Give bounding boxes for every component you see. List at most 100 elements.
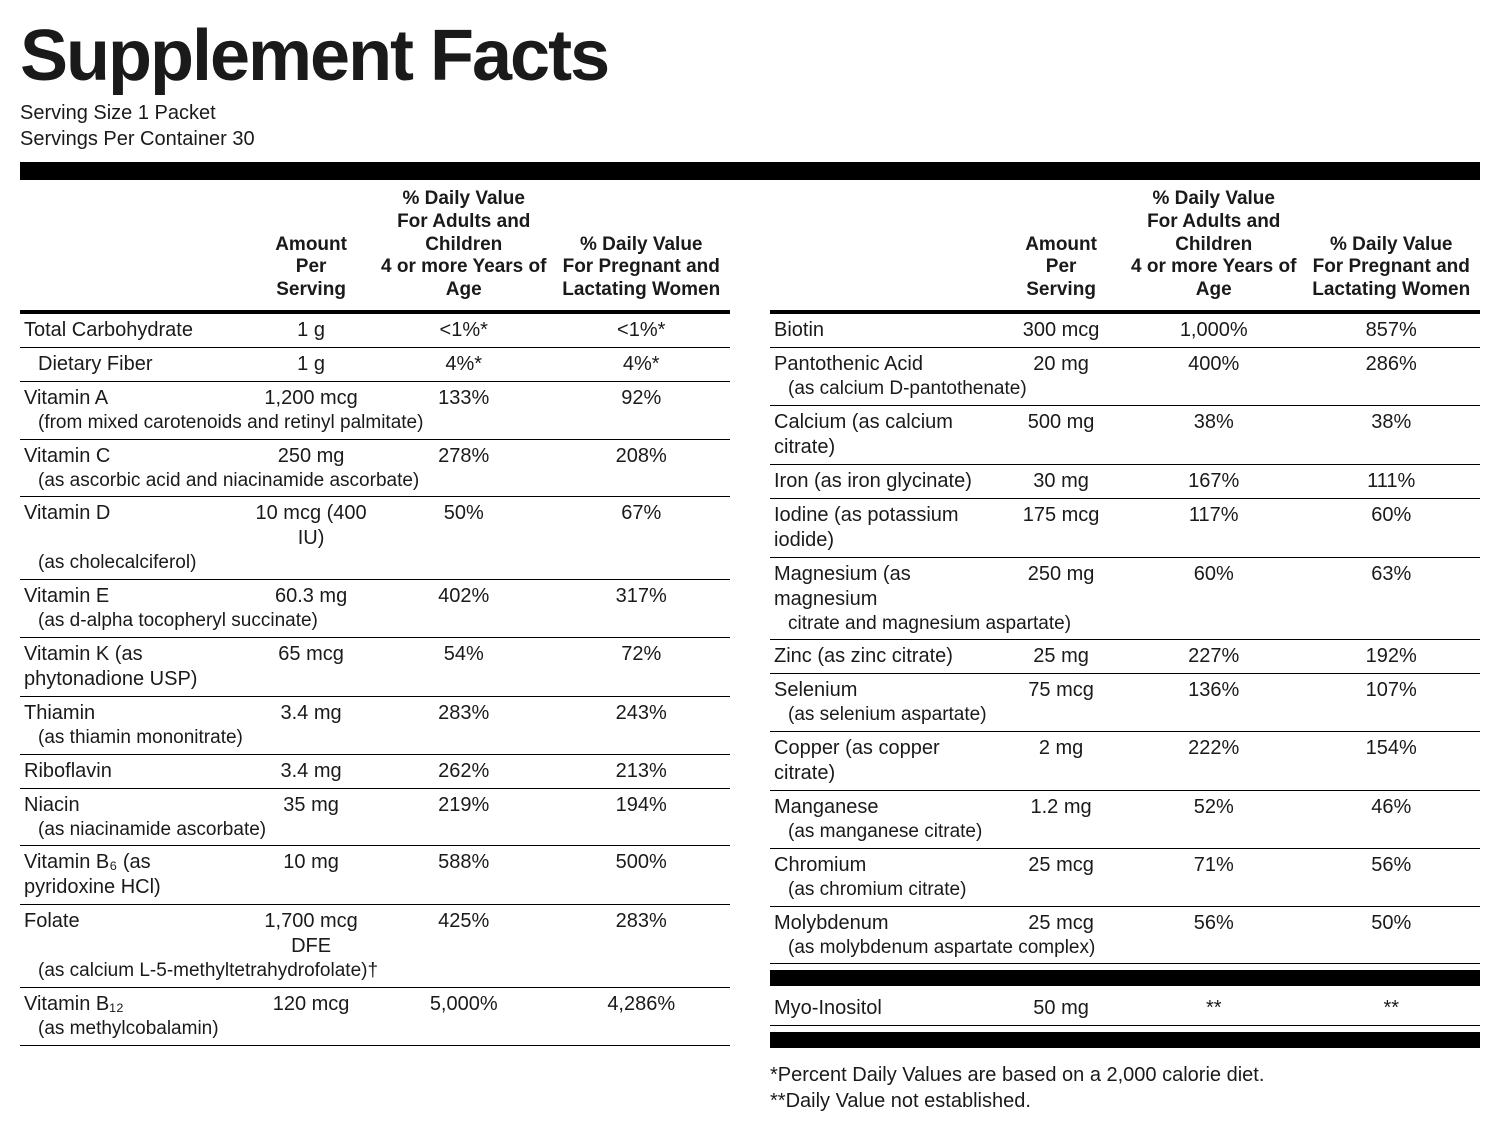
nutrient-amount: 250 mg <box>997 557 1125 612</box>
nutrient-name: Folate <box>20 905 247 960</box>
nutrient-dv-adults: 60% <box>1125 557 1303 612</box>
table-row: Iron (as iron glycinate)30 mg167%111% <box>770 464 1480 498</box>
nutrient-source: (as manganese citrate) <box>770 820 1480 848</box>
nutrient-source: (as molybdenum aspartate complex) <box>770 936 1480 964</box>
table-row: (as niacinamide ascorbate) <box>20 818 730 846</box>
nutrient-dv-adults: <1%* <box>375 312 553 348</box>
nutrient-dv-pregnant: 46% <box>1302 791 1480 821</box>
nutrient-amount: 3.4 mg <box>247 696 375 726</box>
table-row: Selenium75 mcg136%107% <box>770 674 1480 704</box>
nutrient-name: Vitamin B₁₂ <box>20 988 247 1018</box>
nutrient-name: Manganese <box>770 791 997 821</box>
facts-body-extra: Myo-Inositol50 mg**** <box>770 992 1480 1026</box>
header-blank <box>20 180 247 312</box>
nutrient-dv-pregnant: 243% <box>552 696 730 726</box>
table-row: (as d-alpha tocopheryl succinate) <box>20 609 730 637</box>
nutrient-name: Vitamin K (as phytonadione USP) <box>20 637 247 696</box>
nutrient-dv-pregnant: 194% <box>552 788 730 818</box>
table-row: Total Carbohydrate1 g<1%*<1%* <box>20 312 730 348</box>
header-dv-pregnant: % Daily ValueFor Pregnant andLactating W… <box>1302 180 1480 312</box>
nutrient-source: (as niacinamide ascorbate) <box>20 818 730 846</box>
nutrient-amount: 1,700 mcg DFE <box>247 905 375 960</box>
nutrient-dv-pregnant: 317% <box>552 580 730 610</box>
nutrient-dv-pregnant: 56% <box>1302 848 1480 878</box>
nutrient-dv-pregnant: 60% <box>1302 498 1480 557</box>
top-divider <box>20 162 1480 180</box>
nutrient-amount: 3.4 mg <box>247 754 375 788</box>
nutrient-name: Riboflavin <box>20 754 247 788</box>
header-amount: AmountPerServing <box>997 180 1125 312</box>
nutrient-dv-pregnant: 92% <box>552 381 730 411</box>
table-row: Biotin300 mcg1,000%857% <box>770 312 1480 348</box>
nutrient-amount: 175 mcg <box>997 498 1125 557</box>
nutrient-source: (as d-alpha tocopheryl succinate) <box>20 609 730 637</box>
nutrient-name: Magnesium (as magnesium <box>770 557 997 612</box>
facts-body-left: Total Carbohydrate1 g<1%*<1%*Dietary Fib… <box>20 312 730 1046</box>
serving-info: Serving Size 1 Packet Servings Per Conta… <box>20 100 1480 152</box>
nutrient-dv-pregnant: 857% <box>1302 312 1480 348</box>
nutrient-amount: 10 mcg (400 IU) <box>247 497 375 552</box>
nutrient-source: (as calcium L-5-methyltetrahydrofolate)† <box>20 959 730 987</box>
table-row: Vitamin C250 mg278%208% <box>20 439 730 469</box>
nutrient-name: Selenium <box>770 674 997 704</box>
table-row: Zinc (as zinc citrate)25 mg227%192% <box>770 640 1480 674</box>
nutrient-amount: 1,200 mcg <box>247 381 375 411</box>
nutrient-amount: 500 mg <box>997 405 1125 464</box>
nutrient-name: Iodine (as potassium iodide) <box>770 498 997 557</box>
nutrient-name: Myo-Inositol <box>770 992 997 1026</box>
nutrient-dv-pregnant: 208% <box>552 439 730 469</box>
table-row: Pantothenic Acid20 mg400%286% <box>770 347 1480 377</box>
table-row: Myo-Inositol50 mg**** <box>770 992 1480 1026</box>
table-row: (as molybdenum aspartate complex) <box>770 936 1480 964</box>
nutrient-dv-pregnant: 213% <box>552 754 730 788</box>
nutrient-name: Iron (as iron glycinate) <box>770 464 997 498</box>
serving-size: Serving Size 1 Packet <box>20 100 1480 126</box>
table-row: Vitamin K (as phytonadione USP)65 mcg54%… <box>20 637 730 696</box>
nutrient-source: (as calcium D-pantothenate) <box>770 377 1480 405</box>
table-row: Vitamin A1,200 mcg133%92% <box>20 381 730 411</box>
nutrient-amount: 300 mcg <box>997 312 1125 348</box>
section-divider <box>770 964 1480 992</box>
nutrient-source: (as selenium aspartate) <box>770 703 1480 731</box>
column-left: AmountPerServing % Daily ValueFor Adults… <box>20 180 750 1114</box>
nutrient-amount: 1 g <box>247 312 375 348</box>
table-row: (as ascorbic acid and niacinamide ascorb… <box>20 469 730 497</box>
table-row: citrate and magnesium aspartate) <box>770 612 1480 640</box>
header-amount: AmountPerServing <box>247 180 375 312</box>
table-row: Vitamin B₆ (as pyridoxine HCl)10 mg588%5… <box>20 846 730 905</box>
nutrient-amount: 25 mcg <box>997 906 1125 936</box>
nutrient-dv-pregnant: 500% <box>552 846 730 905</box>
nutrient-name: Calcium (as calcium citrate) <box>770 405 997 464</box>
nutrient-name: Biotin <box>770 312 997 348</box>
nutrient-amount: 60.3 mg <box>247 580 375 610</box>
nutrient-amount: 250 mg <box>247 439 375 469</box>
nutrient-dv-adults: 56% <box>1125 906 1303 936</box>
facts-table-right: AmountPerServing % Daily ValueFor Adults… <box>770 180 1480 964</box>
table-row: Dietary Fiber1 g4%*4%* <box>20 347 730 381</box>
nutrient-name: Total Carbohydrate <box>20 312 247 348</box>
nutrient-amount: 1.2 mg <box>997 791 1125 821</box>
nutrient-amount: 30 mg <box>997 464 1125 498</box>
table-row: Iodine (as potassium iodide)175 mcg117%6… <box>770 498 1480 557</box>
nutrient-dv-adults: 4%* <box>375 347 553 381</box>
nutrient-dv-pregnant: 38% <box>1302 405 1480 464</box>
nutrient-amount: 25 mg <box>997 640 1125 674</box>
nutrient-dv-pregnant: 4%* <box>552 347 730 381</box>
footnotes: *Percent Daily Values are based on a 2,0… <box>770 1062 1480 1114</box>
nutrient-source: (from mixed carotenoids and retinyl palm… <box>20 411 730 439</box>
table-row: Folate1,700 mcg DFE425%283% <box>20 905 730 960</box>
table-row: Riboflavin3.4 mg262%213% <box>20 754 730 788</box>
nutrient-dv-adults: 117% <box>1125 498 1303 557</box>
header-dv-adults: % Daily ValueFor Adults and Children4 or… <box>1125 180 1303 312</box>
nutrient-amount: 65 mcg <box>247 637 375 696</box>
nutrient-dv-adults: 425% <box>375 905 553 960</box>
table-row: Thiamin3.4 mg283%243% <box>20 696 730 726</box>
facts-body-right: Biotin300 mcg1,000%857%Pantothenic Acid2… <box>770 312 1480 964</box>
nutrient-dv-pregnant: 63% <box>1302 557 1480 612</box>
nutrient-amount: 35 mg <box>247 788 375 818</box>
nutrient-source: (as methylcobalamin) <box>20 1017 730 1045</box>
nutrient-source: (as ascorbic acid and niacinamide ascorb… <box>20 469 730 497</box>
header-blank <box>770 180 997 312</box>
nutrient-name: Copper (as copper citrate) <box>770 732 997 791</box>
nutrient-name: Molybdenum <box>770 906 997 936</box>
